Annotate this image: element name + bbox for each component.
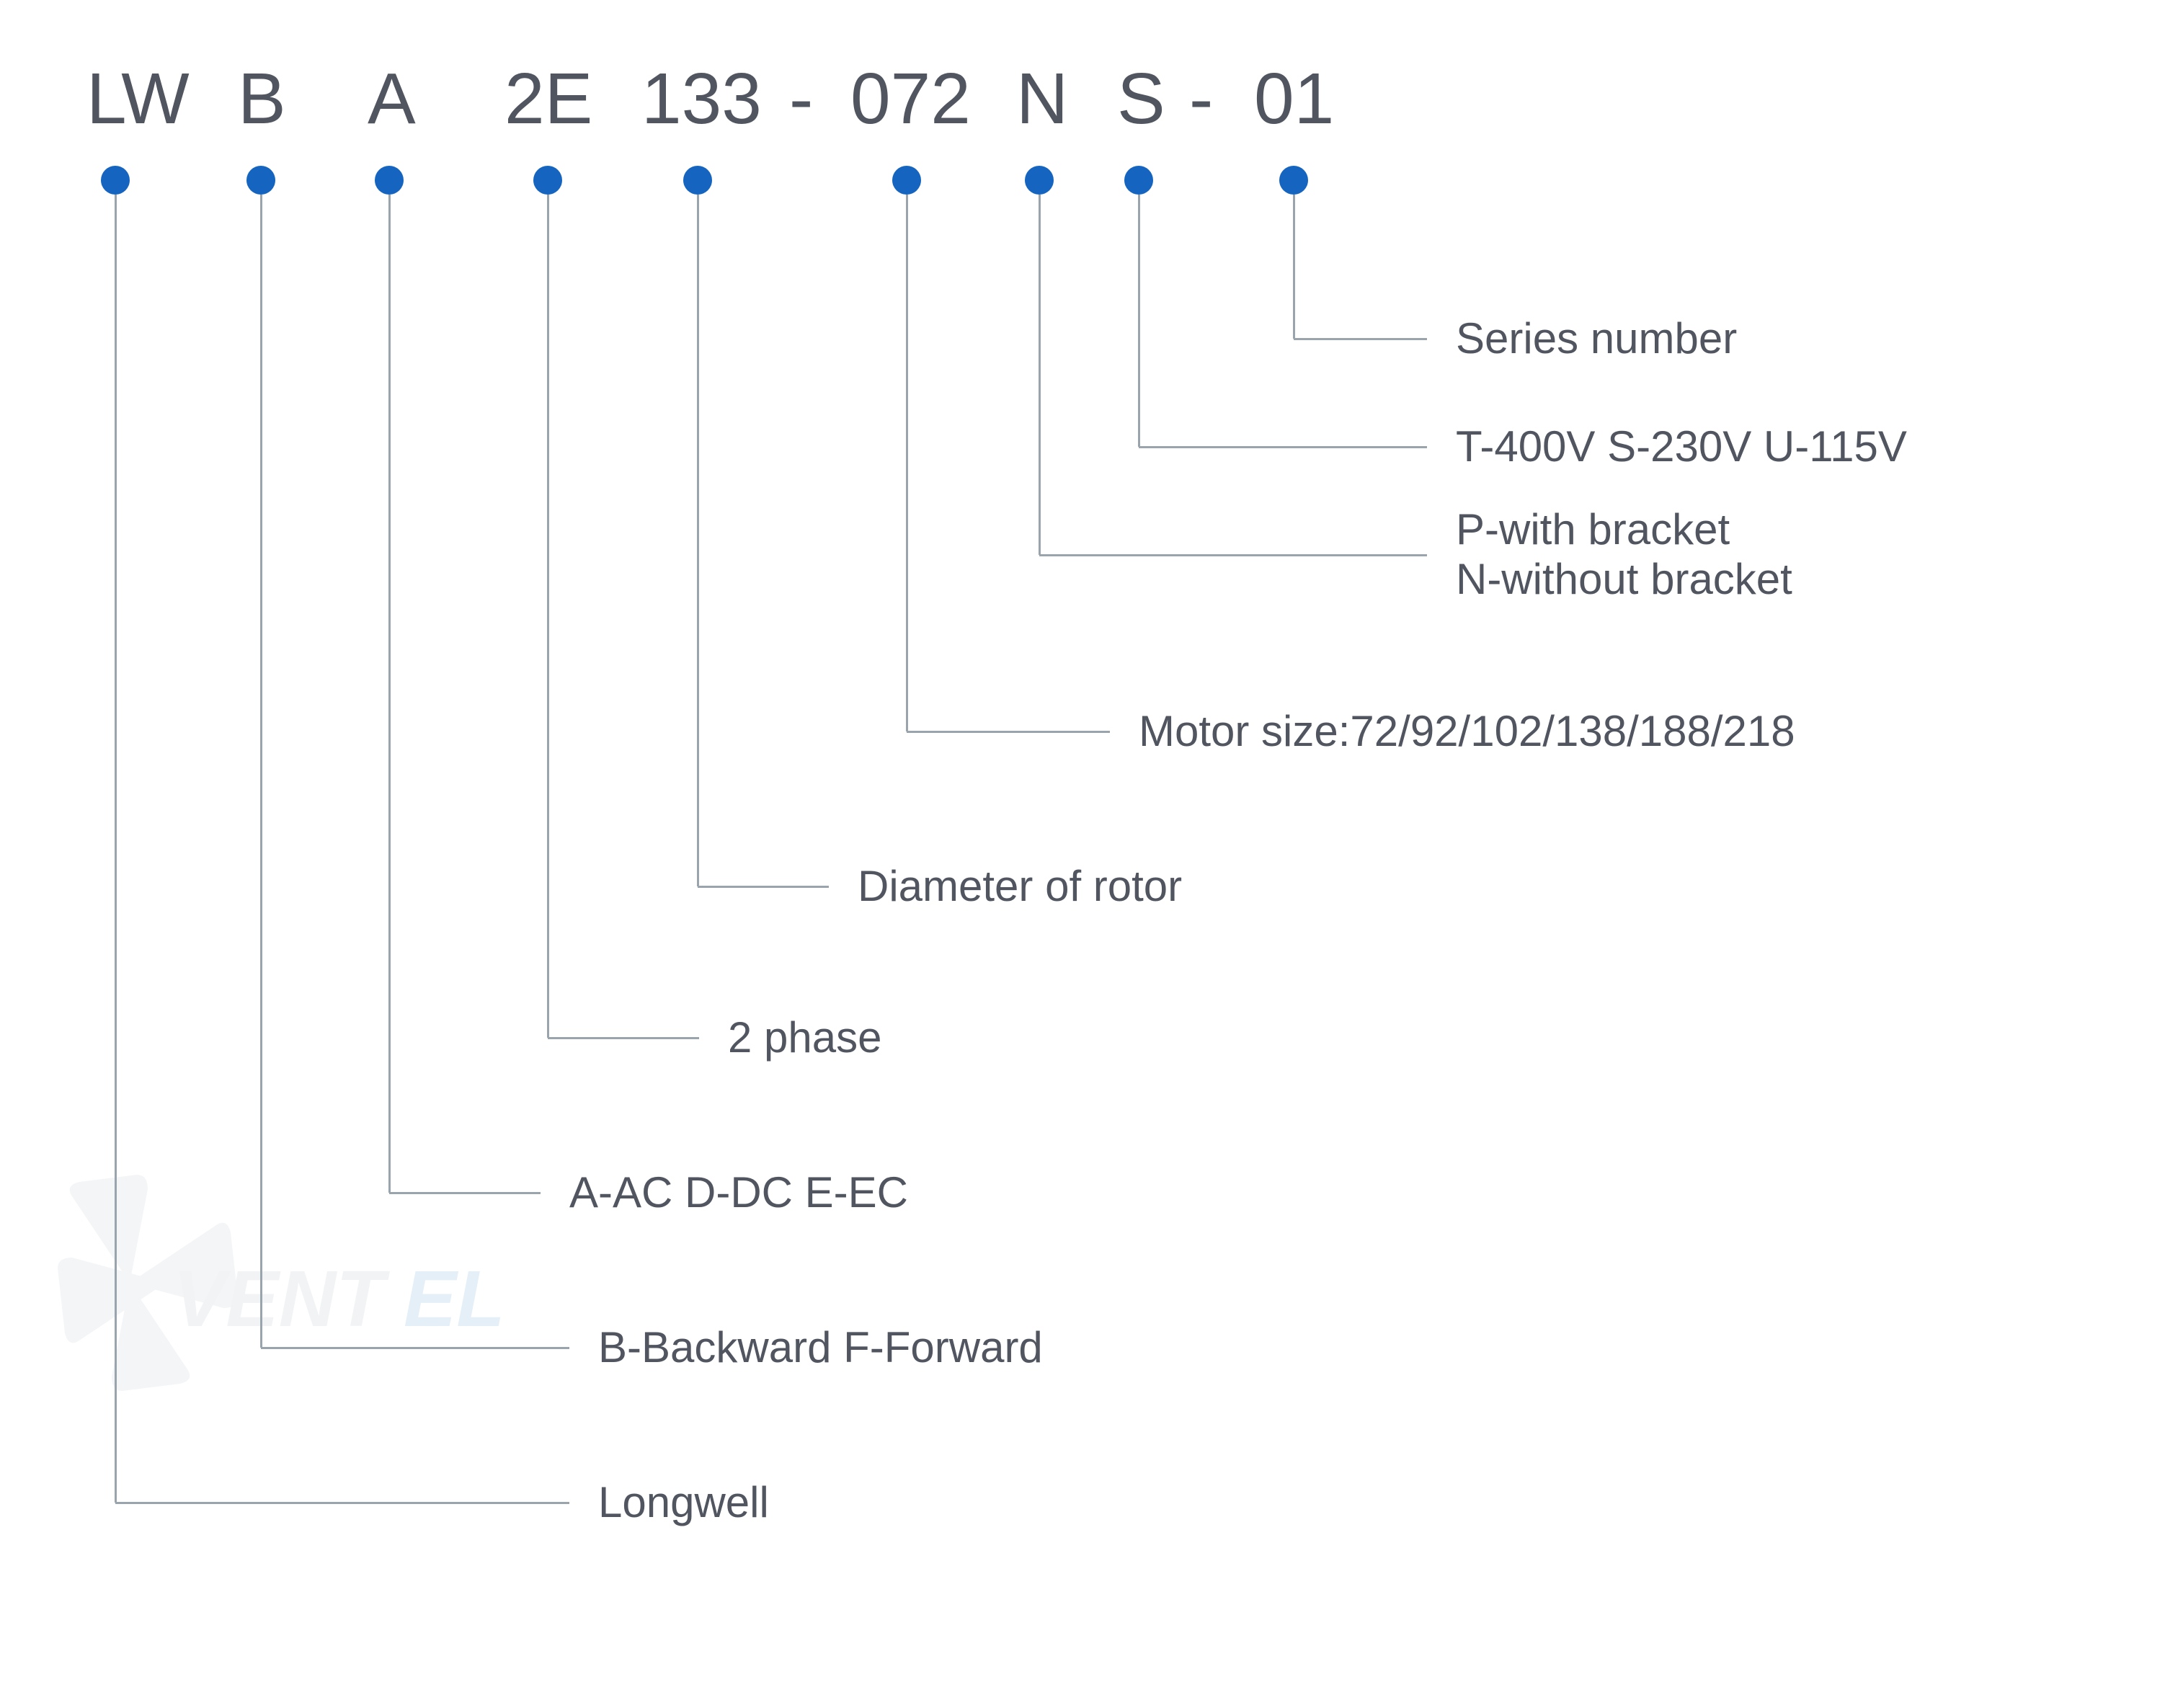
code-lw: LW bbox=[86, 58, 190, 141]
desc-bracket-line2: N-without bracket bbox=[1456, 554, 1792, 604]
dot-2 bbox=[375, 166, 404, 195]
code-b: B bbox=[238, 58, 286, 141]
code-2e: 2E bbox=[504, 58, 592, 141]
hline-phase bbox=[548, 1037, 699, 1039]
code-n: N bbox=[1016, 58, 1068, 141]
hline-power bbox=[389, 1192, 541, 1194]
svg-text:VENT: VENT bbox=[173, 1255, 390, 1343]
vline-rotor bbox=[697, 195, 699, 886]
hline-motor bbox=[907, 731, 1110, 733]
desc-phase: 2 phase bbox=[728, 1013, 882, 1062]
desc-voltage: T-400V S-230V U-115V bbox=[1456, 422, 1907, 471]
dot-8 bbox=[1124, 166, 1153, 195]
hline-brand bbox=[115, 1502, 569, 1504]
code-dash2: - bbox=[1189, 58, 1213, 141]
hline-rotor bbox=[698, 886, 829, 888]
vline-power bbox=[388, 195, 391, 1193]
dot-3 bbox=[533, 166, 562, 195]
code-133: 133 bbox=[641, 58, 762, 141]
vline-motor bbox=[906, 195, 908, 731]
vline-voltage bbox=[1138, 195, 1140, 447]
diagram-container: VENT EL LW B A 2E 133 - 072 N S - 01 Ser… bbox=[0, 0, 2165, 1708]
vline-phase bbox=[547, 195, 549, 1038]
hline-series bbox=[1294, 338, 1427, 340]
desc-rotor: Diameter of rotor bbox=[858, 861, 1182, 911]
desc-direction: B-Backward F-Forward bbox=[598, 1322, 1043, 1372]
dot-7 bbox=[1025, 166, 1054, 195]
desc-brand: Longwell bbox=[598, 1477, 769, 1527]
desc-series: Series number bbox=[1456, 313, 1737, 363]
hline-bracket bbox=[1039, 554, 1427, 556]
code-dash1: - bbox=[789, 58, 813, 141]
svg-text:EL: EL bbox=[404, 1255, 505, 1343]
dot-0 bbox=[101, 166, 130, 195]
code-s: S bbox=[1117, 58, 1165, 141]
vline-brand bbox=[115, 195, 117, 1503]
vline-direction bbox=[260, 195, 262, 1348]
code-a: A bbox=[368, 58, 416, 141]
desc-motor: Motor size:72/92/102/138/188/218 bbox=[1139, 706, 1795, 756]
hline-direction bbox=[261, 1347, 569, 1349]
dot-4 bbox=[683, 166, 712, 195]
desc-power: A-AC D-DC E-EC bbox=[569, 1167, 908, 1217]
code-072: 072 bbox=[850, 58, 971, 141]
vline-bracket bbox=[1039, 195, 1041, 555]
hline-voltage bbox=[1139, 446, 1427, 448]
desc-bracket-line1: P-with bracket bbox=[1456, 504, 1792, 554]
dot-1 bbox=[246, 166, 275, 195]
dot-6 bbox=[892, 166, 921, 195]
code-01: 01 bbox=[1254, 58, 1334, 141]
desc-bracket: P-with bracketN-without bracket bbox=[1456, 504, 1792, 604]
dot-10 bbox=[1279, 166, 1308, 195]
vline-series bbox=[1293, 195, 1295, 339]
watermark: VENT EL bbox=[29, 1139, 533, 1431]
